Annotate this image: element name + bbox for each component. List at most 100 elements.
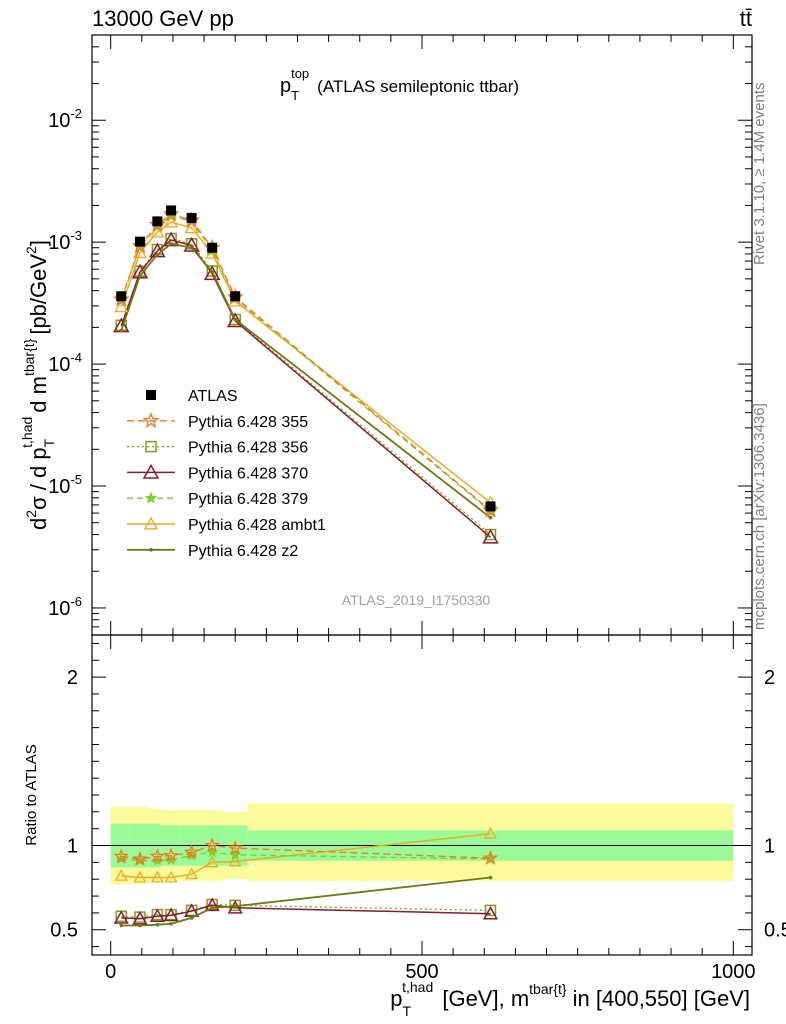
legend-label: Pythia 6.428 379 xyxy=(188,491,308,508)
title-base: p xyxy=(280,75,291,97)
series-z2 xyxy=(119,241,493,520)
legend-item-p356: Pythia 6.428 356 xyxy=(127,440,308,457)
ratio-point-p355 xyxy=(482,850,499,865)
ratio-series-ambt1 xyxy=(114,826,497,883)
point-data xyxy=(186,212,197,223)
main-ytick-label: 10-4 xyxy=(48,350,82,376)
ratio-point-p355 xyxy=(204,837,221,853)
point-data xyxy=(134,236,145,247)
point-p370 xyxy=(226,312,244,328)
point-p370 xyxy=(162,231,180,247)
ratio-xtick-label: 0 xyxy=(105,961,116,983)
legend-marker xyxy=(146,390,156,400)
legend-label: Pythia 6.428 ambt1 xyxy=(188,517,326,534)
main-ytick-exp: -4 xyxy=(70,350,82,365)
ratio-ytick-label: 0.5 xyxy=(50,920,78,942)
main-ytick-base: 10 xyxy=(48,232,70,254)
ratio-point-z2 xyxy=(155,922,160,927)
series-data xyxy=(116,205,496,512)
ratio-point-p370 xyxy=(163,907,179,922)
main-ytick-base: 10 xyxy=(48,354,70,376)
ratio-point-z2 xyxy=(189,916,194,920)
ratio-point-p370 xyxy=(204,897,220,912)
xlabel: pTt,had [GeV], mtbar{t} in [400,550] [Ge… xyxy=(390,979,750,1019)
legend-label: Pythia 6.428 356 xyxy=(188,440,308,457)
ratio-point-p370 xyxy=(482,905,499,920)
point-z2 xyxy=(488,515,493,520)
ratio-plot: 0.5 0.5 1 1 2 2 0 500 1000 xyxy=(50,634,786,983)
ratio-point-p355 xyxy=(227,839,243,855)
point-z2 xyxy=(189,245,194,250)
point-z2 xyxy=(210,270,214,274)
ratio-series-p356 xyxy=(115,898,497,923)
ratio-ytick-label-right: 1 xyxy=(764,836,775,858)
point-data xyxy=(152,216,163,227)
point-z2 xyxy=(233,317,238,322)
ratio-point-p370 xyxy=(113,910,129,924)
legend-label: Pythia 6.428 355 xyxy=(188,414,308,431)
ylabel-b-sub: T xyxy=(41,438,57,447)
main-ytick-label: 10-3 xyxy=(48,228,82,254)
ratio-point-z2 xyxy=(169,922,173,926)
point-p370 xyxy=(149,242,166,258)
legend-marker xyxy=(145,440,157,453)
point-p355 xyxy=(112,290,130,307)
main-ytick-label: 10-2 xyxy=(48,106,82,132)
point-ambt1 xyxy=(132,245,148,259)
point-z2 xyxy=(155,252,160,257)
ratio-point-ambt1 xyxy=(228,854,242,867)
legend-item-p355: Pythia 6.428 355 xyxy=(127,411,308,431)
main-ytick-label: 10-6 xyxy=(48,594,82,620)
legend-item-p370: Pythia 6.428 370 xyxy=(127,463,308,482)
ratio-series-p370 xyxy=(113,897,499,925)
ratio-ytick-label-right: 0.5 xyxy=(764,920,786,942)
main-ylabel: d2σ / d pTt,hadd mtbar{t}[pb/GeV2] xyxy=(19,240,57,530)
legend-item-p379: Pythia 6.428 379 xyxy=(127,491,308,508)
legend-label: Pythia 6.428 z2 xyxy=(188,543,298,560)
legend-label: Pythia 6.428 370 xyxy=(188,465,308,482)
ylabel-a-sup: 2 xyxy=(23,510,39,518)
ratio-ytick-label: 1 xyxy=(67,836,78,858)
point-data xyxy=(166,205,177,216)
series-ambt1 xyxy=(114,214,498,509)
ratio-point-ambt1 xyxy=(483,826,497,839)
ratio-point-z2 xyxy=(138,923,142,928)
ratio-point-ambt1 xyxy=(133,870,147,883)
line-z2 xyxy=(120,242,492,519)
point-z2 xyxy=(119,328,124,333)
main-ytick-exp: -5 xyxy=(70,472,82,487)
ylabel-b-sup: t,had xyxy=(19,417,35,448)
main-ytick-base: 10 xyxy=(48,110,70,132)
main-ytick-exp: -2 xyxy=(70,106,82,121)
point-z2 xyxy=(169,241,173,246)
ratio-point-p355 xyxy=(132,850,148,866)
main-ytick-exp: -6 xyxy=(70,594,82,609)
rivet-label: Rivet 3.1.10, ≥ 1.4M events xyxy=(751,83,768,266)
ratio-point-p355 xyxy=(113,848,130,864)
ratio-point-ambt1 xyxy=(164,870,178,883)
ylabel-b: σ / d p xyxy=(26,447,51,510)
ylabel-d: [pb/GeV xyxy=(26,254,51,335)
point-p370 xyxy=(183,236,200,252)
point-p355 xyxy=(131,237,149,254)
main-ytick-exp: -3 xyxy=(70,228,82,243)
ratio-line-z2 xyxy=(121,876,491,927)
ratio-xtick-label: 500 xyxy=(405,961,438,983)
ratio-point-ambt1 xyxy=(150,870,164,883)
analysis-id: ATLAS_2019_I1750330 xyxy=(342,592,491,608)
ratio-point-z2 xyxy=(210,906,214,910)
legend: ATLAS Pythia 6.428 355 Pythia 6.428 356 Pyt… xyxy=(127,388,326,560)
point-data xyxy=(230,291,241,302)
ratio-series-z2 xyxy=(119,875,493,928)
mcplots-label: mcplots.cern.ch [arXiv:1306.3436] xyxy=(751,403,768,630)
legend-item-z2: Pythia 6.428 z2 xyxy=(127,543,298,560)
point-ambt1 xyxy=(184,220,199,234)
ratio-point-p356 xyxy=(484,904,497,917)
main-plot: ATLAS Pythia 6.428 355 Pythia 6.428 356 Pyt… xyxy=(48,34,753,636)
process-label: tt̄ xyxy=(740,6,752,31)
point-p370 xyxy=(482,528,499,544)
ratio-point-p355 xyxy=(163,847,179,863)
ratio-point-z2 xyxy=(233,904,238,908)
ratio-xtick-label: 1000 xyxy=(711,961,756,983)
ratio-point-ambt1 xyxy=(114,869,128,881)
